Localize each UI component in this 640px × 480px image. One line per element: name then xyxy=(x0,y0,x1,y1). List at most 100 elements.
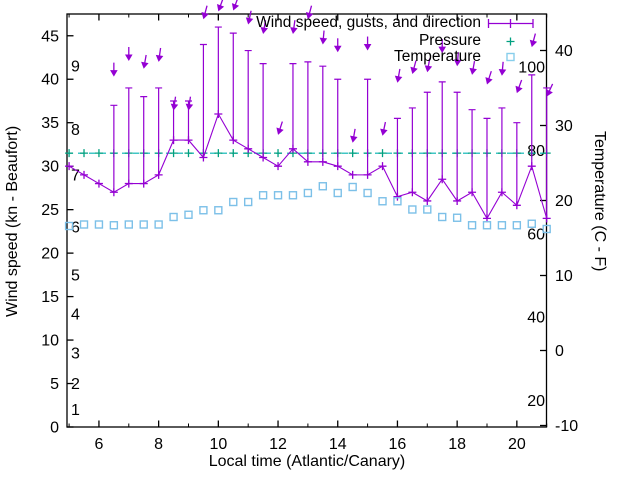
x-tick-label: 12 xyxy=(269,436,287,453)
x-tick-label: 20 xyxy=(508,436,526,453)
temperature-marker xyxy=(79,220,89,229)
temperature-marker xyxy=(273,191,283,200)
left-axis-title: Wind speed (kn - Beaufort) xyxy=(4,125,21,317)
right-tick-label: 20 xyxy=(555,193,573,210)
wind-direction-arrow xyxy=(110,62,118,77)
right-tick-label: -10 xyxy=(555,418,578,435)
wind-direction-arrow xyxy=(529,33,538,48)
wind-direction-arrow xyxy=(276,121,284,135)
wind-direction-arrow xyxy=(333,38,342,53)
temperature-marker xyxy=(214,206,223,215)
pressure-marker xyxy=(80,149,89,158)
x-tick-label: 16 xyxy=(389,436,407,453)
temperature-marker xyxy=(423,205,432,214)
plot-border xyxy=(66,13,548,428)
wind-direction-arrow xyxy=(350,128,358,143)
temperature-marker xyxy=(497,221,507,230)
gust-errorbar xyxy=(304,61,312,162)
beaufort-label: 3 xyxy=(71,346,80,363)
fahrenheit-label: 20 xyxy=(527,393,545,410)
wind-point-marker xyxy=(139,179,148,188)
gust-errorbar xyxy=(453,91,461,201)
wind-point-marker xyxy=(408,188,417,197)
gust-errorbar xyxy=(543,87,551,219)
left-tick-label: 45 xyxy=(41,28,59,45)
temperature-marker xyxy=(452,213,462,222)
temperature-marker xyxy=(333,188,342,198)
x-tick-label: 10 xyxy=(209,436,227,453)
pressure-marker xyxy=(214,149,223,158)
wind-point-marker xyxy=(65,162,74,171)
x-tick-label: 18 xyxy=(448,436,466,453)
wind-point-marker xyxy=(274,162,283,171)
temperature-marker xyxy=(229,197,238,207)
temperature-marker xyxy=(542,224,551,234)
x-axis-title: Local time (Atlantic/Canary) xyxy=(208,453,406,470)
beaufort-label: 8 xyxy=(71,122,80,139)
wind-direction-arrow xyxy=(453,52,462,67)
temperature-marker xyxy=(303,188,313,198)
gust-errorbar xyxy=(438,81,446,180)
temperature-marker xyxy=(169,212,178,222)
wind-point-marker xyxy=(169,136,178,145)
temperature-marker xyxy=(527,219,536,228)
gust-errorbar xyxy=(140,96,148,184)
temperature-marker xyxy=(438,212,447,222)
wind-point-marker xyxy=(303,157,312,166)
gust-errorbar xyxy=(289,62,297,149)
wind-direction-arrow xyxy=(155,47,164,62)
fahrenheit-label: 80 xyxy=(527,143,545,160)
beaufort-label: 5 xyxy=(71,267,80,284)
temperature-marker xyxy=(94,220,104,229)
wind-point-marker xyxy=(438,175,447,184)
temperature-marker xyxy=(408,205,417,214)
wind-point-marker xyxy=(363,170,372,179)
legend-label-temperature: Temperature xyxy=(393,48,481,65)
temperature-marker xyxy=(288,191,298,200)
wind-point-marker xyxy=(423,196,432,205)
gust-errorbar xyxy=(110,104,118,193)
beaufort-label: 2 xyxy=(71,376,80,393)
wind-direction-arrow xyxy=(410,60,418,75)
gust-errorbar xyxy=(364,78,372,175)
temperature-marker xyxy=(184,210,193,219)
pressure-marker xyxy=(65,149,74,158)
left-tick-label: 25 xyxy=(41,202,59,219)
temperature-marker xyxy=(467,221,477,230)
fahrenheit-label: 60 xyxy=(527,226,545,243)
wind-direction-arrow xyxy=(498,61,507,76)
temperature-marker xyxy=(348,182,357,192)
wind-point-marker xyxy=(527,162,536,171)
wind-direction-arrow xyxy=(424,58,433,73)
temperature-marker xyxy=(124,220,133,229)
temperature-marker xyxy=(378,197,387,206)
wind-direction-arrow xyxy=(245,10,254,25)
left-tick-label: 0 xyxy=(50,420,59,437)
left-tick-label: 30 xyxy=(41,159,59,176)
wind-point-marker xyxy=(482,214,491,223)
temperature-marker xyxy=(109,221,119,230)
wind-point-marker xyxy=(229,136,238,145)
right-tick-label: 40 xyxy=(555,43,573,60)
right-tick-label: 0 xyxy=(555,343,564,360)
wind-direction-arrow xyxy=(124,46,133,61)
gust-errorbar xyxy=(229,32,237,141)
wind-point-marker xyxy=(333,162,342,171)
left-tick-label: 20 xyxy=(41,246,59,263)
wind-point-marker xyxy=(378,162,387,171)
pressure-marker xyxy=(378,149,387,158)
wind-direction-arrow xyxy=(469,60,477,75)
right-tick-label: 10 xyxy=(555,268,573,285)
beaufort-label: 7 xyxy=(71,167,80,184)
gust-errorbar xyxy=(334,78,342,167)
temperature-marker xyxy=(154,220,163,229)
wind-point-marker xyxy=(348,170,357,179)
wind-point-marker xyxy=(393,192,402,201)
wind-point-marker xyxy=(244,144,253,153)
temperature-marker xyxy=(482,221,492,230)
wind-point-marker xyxy=(259,153,268,162)
wind-direction-arrow xyxy=(216,0,225,12)
wind-direction-arrow xyxy=(231,0,240,11)
wind-direction-arrow xyxy=(141,54,149,69)
